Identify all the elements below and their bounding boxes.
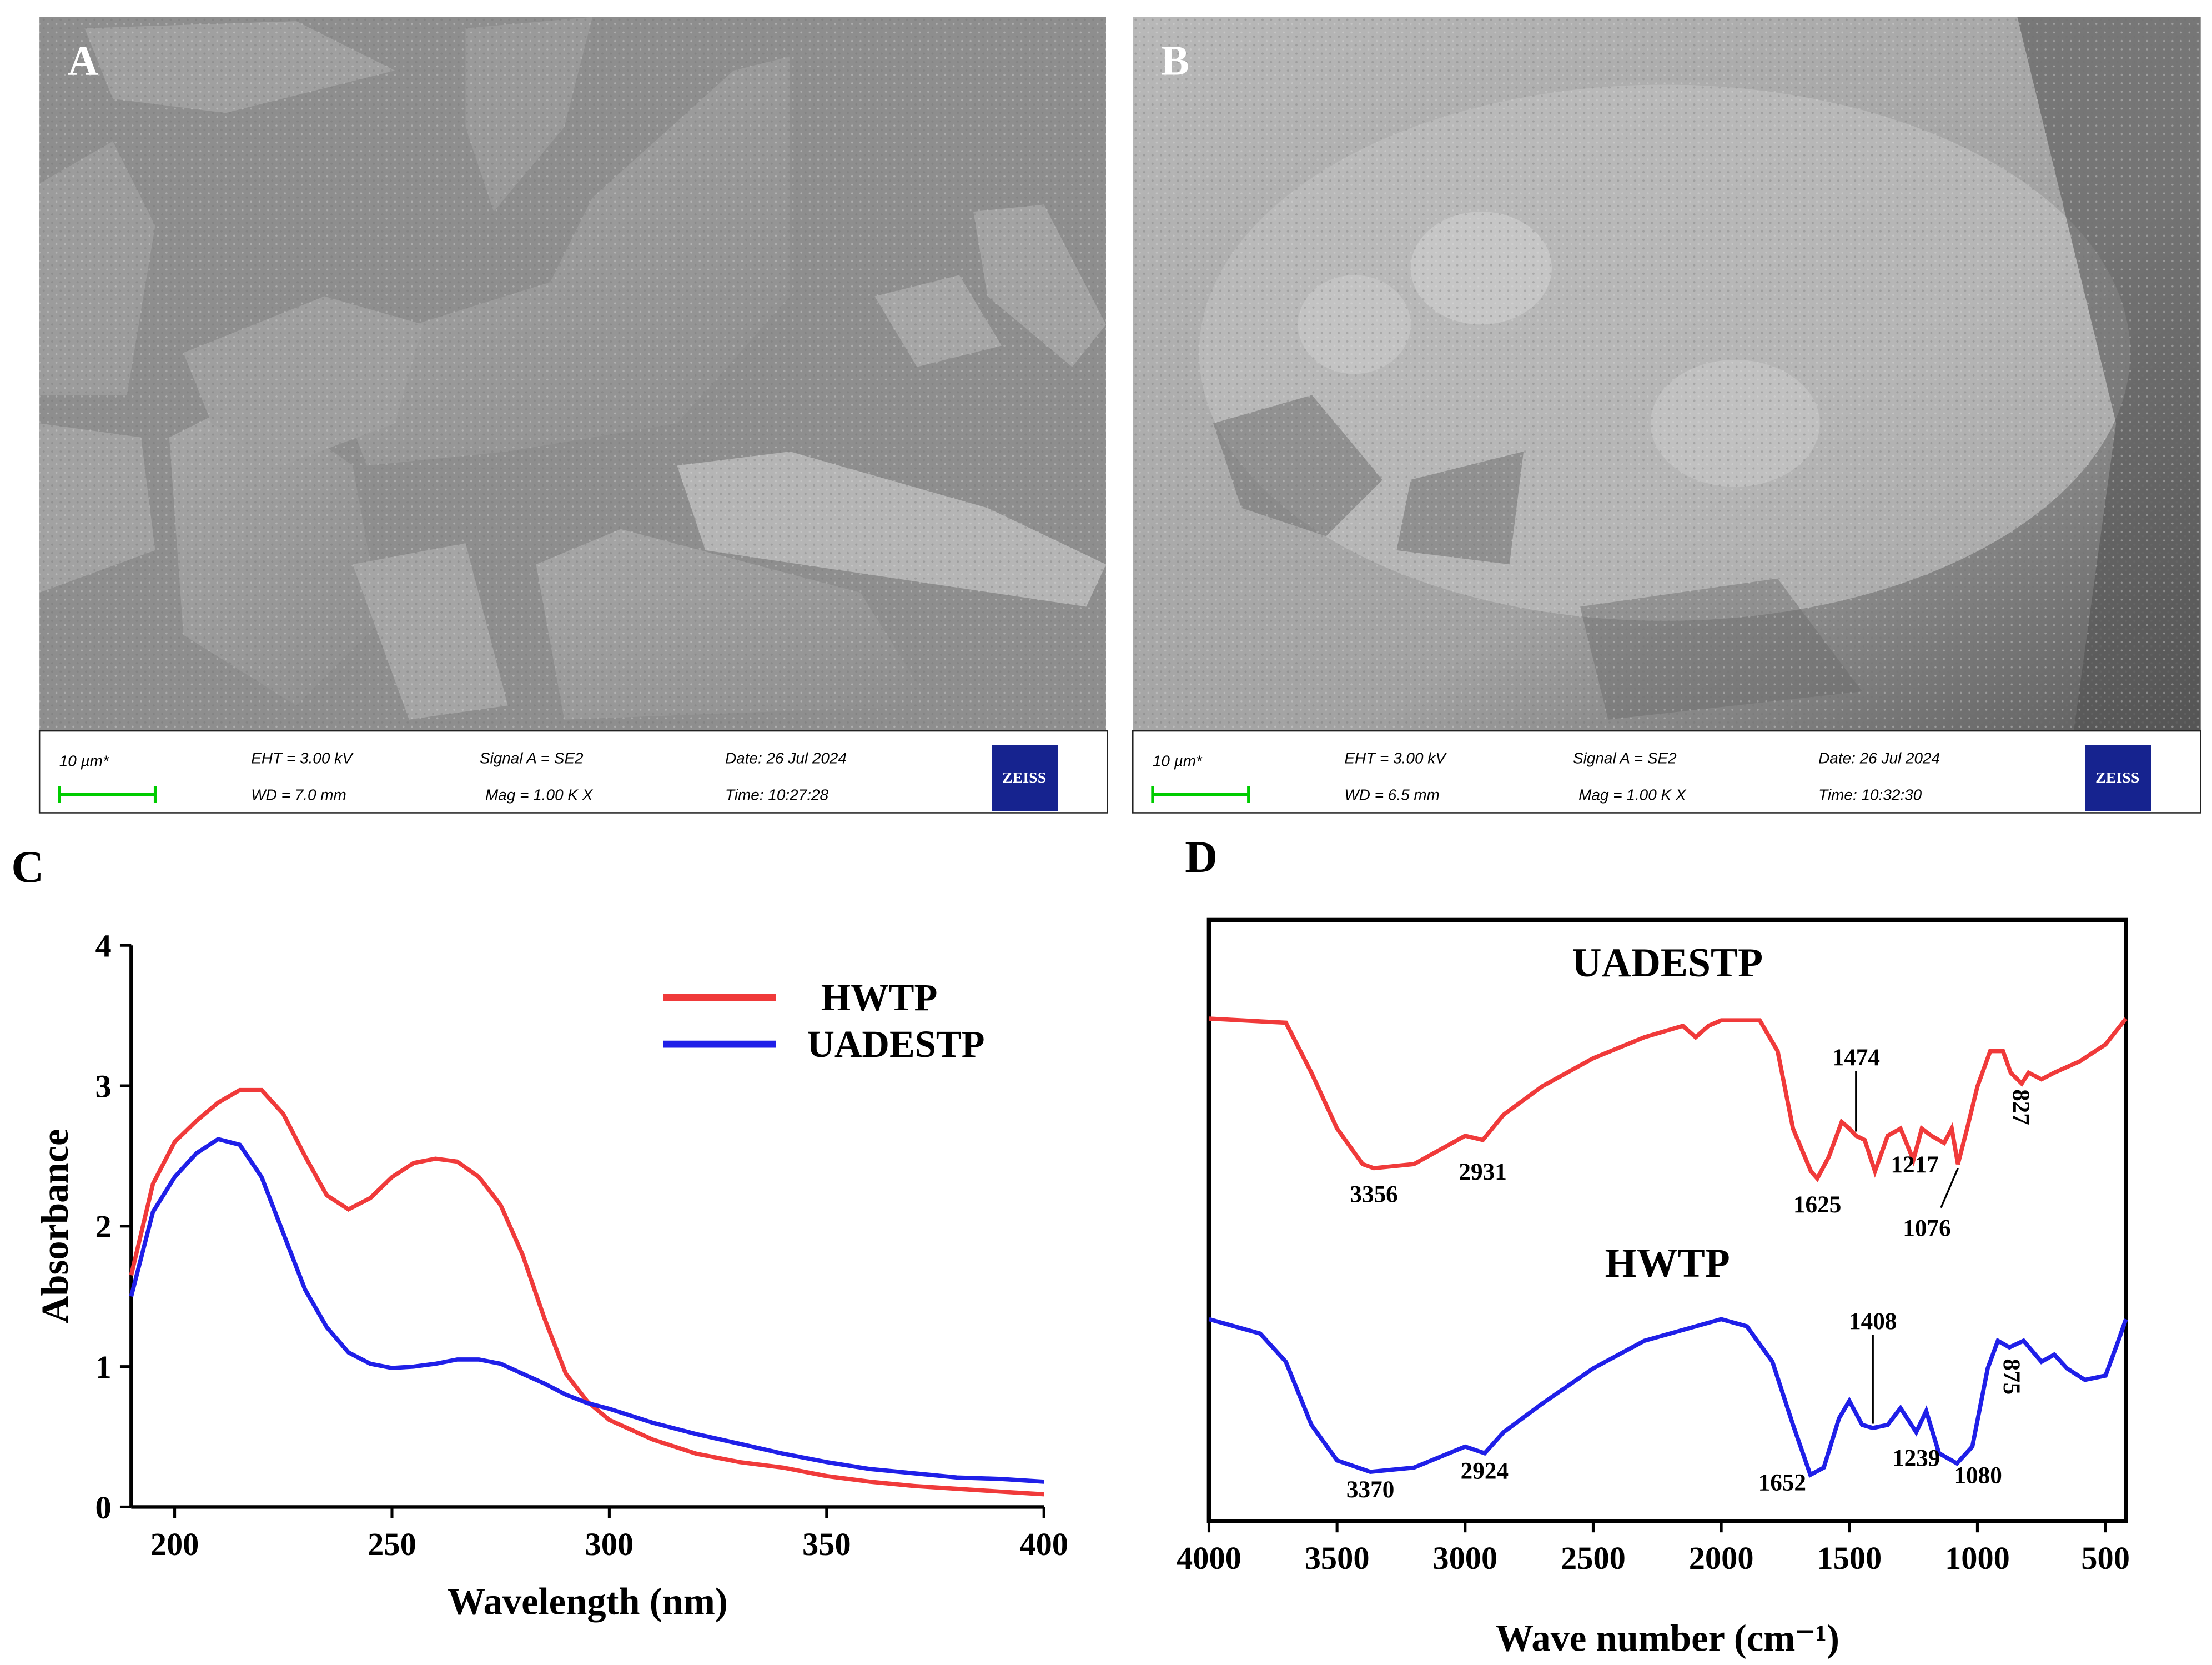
x-tick-label: 1000 bbox=[1945, 1540, 2010, 1576]
mag: Mag = 1.00 K X bbox=[1578, 786, 1687, 804]
peak-label: 1408 bbox=[1849, 1308, 1897, 1335]
x-tick-label: 4000 bbox=[1177, 1540, 1241, 1576]
peak-label: 1239 bbox=[1892, 1446, 1940, 1472]
x-tick-label: 250 bbox=[368, 1526, 416, 1562]
date: Date: 26 Jul 2024 bbox=[725, 750, 847, 767]
signal: Signal A = SE2 bbox=[1573, 750, 1677, 767]
x-tick-label: 500 bbox=[2081, 1540, 2130, 1576]
x-tick-label: 200 bbox=[150, 1526, 199, 1562]
x-tick-label: 2500 bbox=[1561, 1540, 1626, 1576]
x-tick-label: 2000 bbox=[1689, 1540, 1754, 1576]
panel-label: B bbox=[1161, 38, 1189, 84]
series-line bbox=[129, 1136, 1044, 1484]
scale-text: 10 µm* bbox=[1153, 753, 1203, 770]
x-tick-label: 350 bbox=[802, 1526, 851, 1562]
series-line bbox=[1208, 1317, 2128, 1478]
logo-text: ZEISS bbox=[1002, 769, 1046, 786]
time: Time: 10:32:30 bbox=[1818, 786, 1922, 804]
y-tick-label: 2 bbox=[95, 1208, 112, 1245]
logo-text: ZEISS bbox=[2095, 769, 2139, 786]
scale-text: 10 µm* bbox=[59, 753, 109, 770]
info-bar bbox=[1132, 730, 2201, 814]
y-tick-label: 1 bbox=[95, 1349, 112, 1385]
peak-label: 1217 bbox=[1891, 1152, 1938, 1178]
date: Date: 26 Jul 2024 bbox=[1818, 750, 1940, 767]
panel-label: C bbox=[11, 842, 44, 892]
panel-label: D bbox=[1185, 832, 1218, 882]
legend-label: UADESTP bbox=[807, 1023, 984, 1065]
peak-label: 1080 bbox=[1954, 1463, 2002, 1489]
eht: EHT = 3.00 kV bbox=[1344, 750, 1447, 767]
logo bbox=[992, 745, 1058, 811]
series-label: HWTP bbox=[1605, 1240, 1730, 1286]
peak-label: 827 bbox=[2008, 1089, 2034, 1125]
y-tick-label: 4 bbox=[95, 928, 112, 964]
peak-label: 3356 bbox=[1350, 1182, 1397, 1208]
y-tick-label: 0 bbox=[95, 1490, 112, 1526]
panel-label: A bbox=[68, 38, 98, 84]
x-tick-label: 3000 bbox=[1432, 1540, 1497, 1576]
plot-frame bbox=[1206, 917, 2128, 1523]
x-tick-label: 300 bbox=[585, 1526, 634, 1562]
peak-label: 3370 bbox=[1346, 1477, 1394, 1503]
peak-label: 1652 bbox=[1758, 1470, 1806, 1496]
x-axis-title: Wavelength (nm) bbox=[448, 1581, 728, 1623]
peak-label: 2931 bbox=[1459, 1159, 1506, 1185]
peak-label: 1474 bbox=[1832, 1045, 1880, 1071]
legend-label: HWTP bbox=[821, 976, 938, 1019]
x-tick-label: 400 bbox=[1019, 1526, 1068, 1562]
info-bar bbox=[38, 730, 1108, 814]
signal: Signal A = SE2 bbox=[480, 750, 584, 767]
sem-image-a bbox=[39, 17, 1107, 731]
leader-line bbox=[1940, 1167, 1959, 1208]
sem-image-b bbox=[1133, 17, 2201, 731]
series-line bbox=[1209, 1016, 2128, 1182]
x-tick-label: 1500 bbox=[1817, 1540, 1882, 1576]
eht: EHT = 3.00 kV bbox=[251, 750, 354, 767]
y-tick-label: 3 bbox=[95, 1068, 112, 1104]
x-axis-title: Wave number (cm⁻¹) bbox=[1496, 1617, 1839, 1659]
peak-label: 875 bbox=[1998, 1358, 2024, 1395]
logo bbox=[2085, 745, 2151, 811]
wd: WD = 7.0 mm bbox=[251, 786, 346, 804]
peak-label: 2924 bbox=[1461, 1458, 1509, 1484]
peak-label: 1625 bbox=[1793, 1192, 1841, 1218]
mag: Mag = 1.00 K X bbox=[485, 786, 594, 804]
time: Time: 10:27:28 bbox=[725, 786, 829, 804]
x-tick-label: 3500 bbox=[1305, 1540, 1370, 1576]
wd: WD = 6.5 mm bbox=[1344, 786, 1440, 804]
y-axis-title: Absorbance bbox=[34, 1129, 76, 1324]
series-line bbox=[129, 1087, 1044, 1497]
series-label: UADESTP bbox=[1572, 940, 1763, 985]
peak-label: 1076 bbox=[1903, 1216, 1950, 1242]
